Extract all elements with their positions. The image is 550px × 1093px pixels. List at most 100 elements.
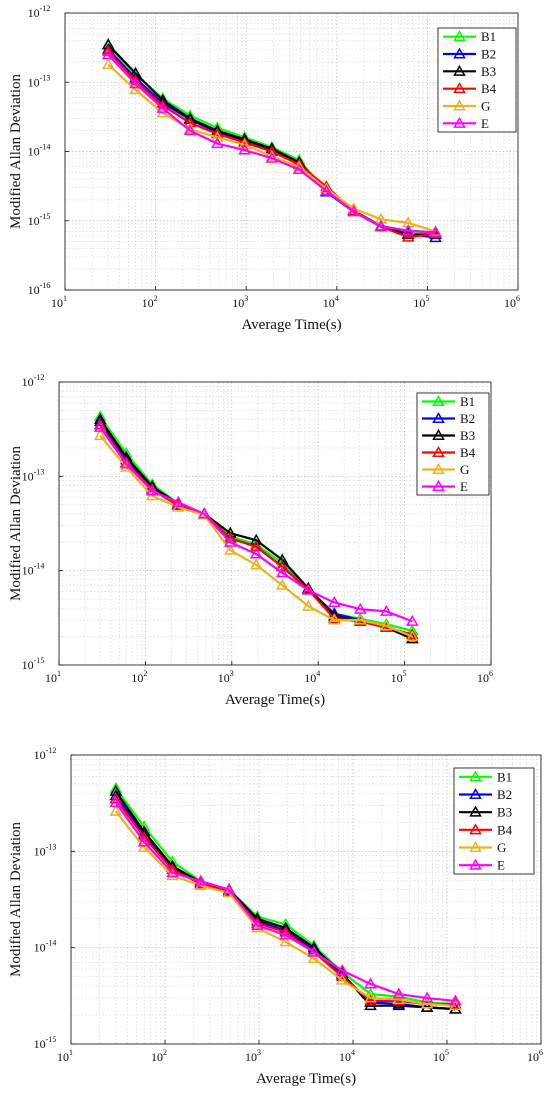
x-tick-exp: 5	[403, 669, 407, 678]
data-point	[364, 991, 377, 1003]
x-tick-exp: 5	[425, 294, 429, 303]
x-tick-base: 10	[131, 671, 143, 685]
data-point	[449, 994, 462, 1006]
x-tick-label: 106	[527, 1048, 543, 1064]
data-point	[275, 566, 289, 578]
x-tick-exp: 4	[335, 294, 339, 303]
x-tick-base: 10	[391, 671, 403, 685]
legend-marker	[453, 47, 466, 59]
data-point	[275, 553, 289, 565]
x-tick-base: 10	[339, 1050, 351, 1064]
data-point	[406, 614, 419, 626]
data-point	[292, 162, 306, 174]
data-point	[335, 973, 349, 985]
x-tick-label: 104	[323, 294, 339, 310]
legend-marker	[453, 82, 466, 94]
data-point	[420, 991, 434, 1003]
data-point	[392, 992, 406, 1004]
legend-label: B2	[497, 787, 512, 802]
series-g	[101, 58, 442, 236]
legend-label: E	[481, 116, 489, 131]
legend-label: B3	[481, 64, 496, 79]
y-tick-label: 10-14	[28, 143, 51, 159]
y-tick-base: 10	[28, 75, 40, 89]
data-point	[307, 952, 321, 964]
x-tick-base: 10	[57, 1050, 69, 1064]
data-point	[302, 583, 315, 595]
x-tick-exp: 3	[230, 669, 234, 678]
x-tick-label: 105	[433, 1048, 449, 1064]
y-tick-label: 10-16	[28, 281, 51, 297]
data-point	[275, 578, 289, 590]
series-line-e	[99, 426, 413, 623]
x-tick-base: 10	[218, 671, 230, 685]
y-tick-label: 10-13	[34, 842, 57, 858]
y-tick-exp: -12	[40, 4, 51, 13]
legend-marker	[469, 805, 482, 817]
x-tick-base: 10	[151, 1050, 163, 1064]
x-tick-base: 10	[304, 671, 316, 685]
y-tick-base: 10	[22, 469, 34, 483]
legend-label: E	[497, 858, 505, 873]
y-tick-exp: -14	[34, 562, 45, 571]
x-tick-base: 10	[45, 671, 57, 685]
data-point	[364, 994, 377, 1006]
data-point	[420, 1000, 434, 1012]
legend-marker	[432, 394, 445, 406]
legend-marker	[469, 770, 482, 782]
data-point	[406, 630, 419, 642]
legend: B1 B2 B3 B4 GE	[453, 767, 535, 875]
data-point	[211, 130, 224, 142]
x-tick-base: 10	[433, 1050, 445, 1064]
data-point	[374, 212, 388, 224]
legend-label: B1	[481, 29, 496, 44]
data-point	[279, 928, 292, 940]
data-point	[166, 869, 179, 881]
x-axis-label: Average Time(s)	[241, 317, 341, 333]
y-tick-base: 10	[22, 375, 34, 389]
x-tick-base: 10	[323, 296, 335, 310]
data-point	[307, 945, 321, 957]
legend-marker	[432, 462, 445, 474]
y-tick-exp: -15	[46, 1035, 57, 1044]
data-point	[194, 877, 208, 889]
data-point	[328, 595, 341, 607]
x-tick-exp: 3	[257, 1048, 261, 1057]
y-tick-base: 10	[34, 1037, 46, 1051]
legend-marker	[453, 116, 466, 128]
data-point	[238, 143, 251, 155]
y-tick-base: 10	[34, 941, 46, 955]
data-point	[354, 613, 367, 625]
data-point	[101, 48, 115, 60]
y-tick-label: 10-14	[22, 562, 45, 578]
x-tick-label: 105	[391, 669, 407, 685]
y-tick-exp: -15	[40, 212, 51, 221]
x-tick-exp: 6	[539, 1048, 543, 1057]
x-tick-label: 102	[142, 294, 158, 310]
legend-marker	[432, 479, 445, 491]
x-tick-exp: 1	[63, 294, 67, 303]
x-tick-label: 106	[477, 669, 493, 685]
data-point	[223, 543, 237, 555]
legend-marker	[469, 858, 482, 870]
data-point	[449, 1002, 462, 1014]
data-point	[109, 804, 123, 816]
data-point	[249, 533, 263, 545]
data-point	[194, 874, 208, 886]
data-point	[223, 535, 237, 547]
series-line-g	[107, 63, 436, 233]
y-tick-base: 10	[22, 564, 34, 578]
legend-box	[437, 27, 517, 133]
x-tick-label: 103	[218, 669, 234, 685]
data-point	[420, 997, 434, 1009]
data-point	[211, 137, 224, 149]
x-tick-base: 10	[527, 1050, 539, 1064]
legend-marker	[432, 411, 445, 423]
y-axis-label: Modified Allan Deviation	[8, 74, 24, 229]
legend-marker	[432, 428, 445, 440]
legend-marker	[453, 64, 466, 76]
legend-label: G	[497, 840, 506, 855]
data-point	[137, 835, 151, 847]
data-point	[251, 918, 264, 930]
x-tick-label: 101	[57, 1048, 73, 1064]
